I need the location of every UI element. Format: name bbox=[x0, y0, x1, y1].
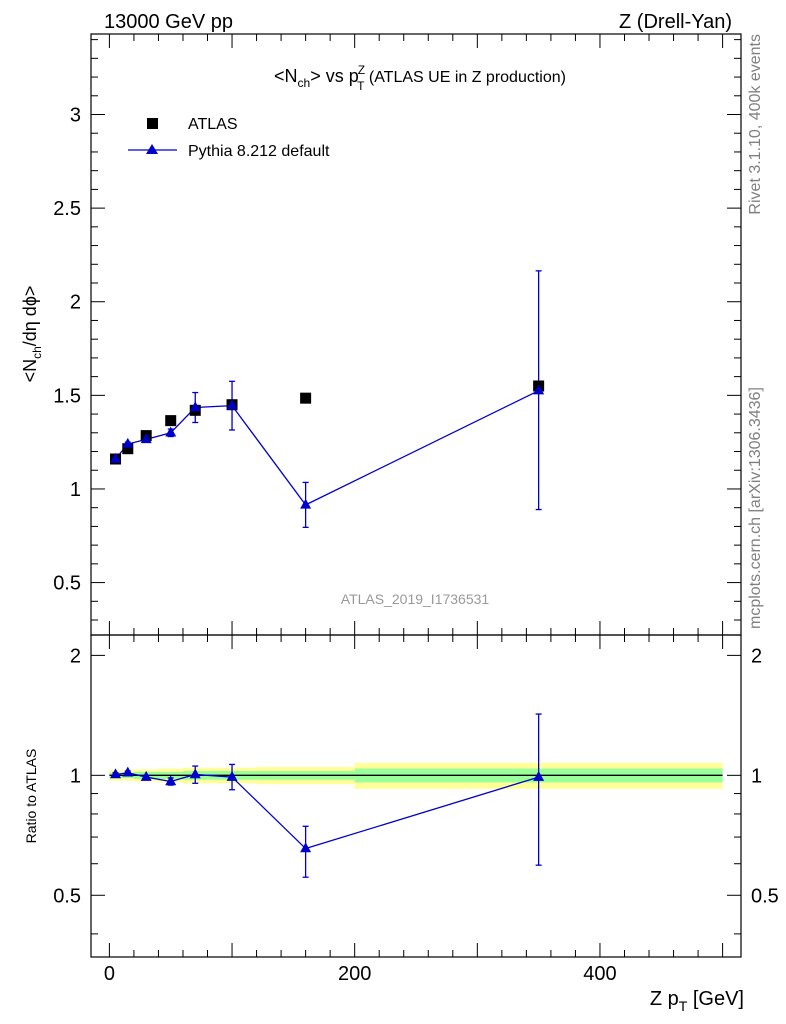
main-ytick-label: 2 bbox=[70, 292, 81, 314]
pythia-point bbox=[140, 433, 152, 444]
pythia-ratio-point bbox=[122, 766, 134, 777]
main-plot-area bbox=[110, 270, 545, 528]
header-energy: 13000 GeV pp bbox=[104, 11, 233, 33]
main-ylabel-sub: ch bbox=[30, 346, 44, 359]
pythia-point bbox=[110, 452, 122, 463]
ratio-ylabel: Ratio to ATLAS bbox=[23, 749, 39, 844]
pythia-point bbox=[300, 498, 312, 509]
rivet-label: Rivet 3.1.10, 400k events bbox=[747, 34, 764, 215]
main-ytick-label: 0.5 bbox=[53, 573, 81, 595]
title-main-end: > vs p bbox=[310, 66, 359, 86]
ratio-ytick-label: 0.5 bbox=[53, 885, 81, 907]
main-ylabel-start: <N bbox=[20, 359, 40, 383]
pythia-point bbox=[533, 384, 545, 395]
ratio-plot-area bbox=[110, 713, 545, 878]
atlas-point bbox=[300, 392, 312, 404]
pythia-ratio-point bbox=[189, 768, 201, 779]
atlas-point bbox=[122, 443, 134, 455]
ratio-ytick-label: 2 bbox=[70, 645, 81, 667]
ratio-bands bbox=[109, 762, 723, 789]
xlabel-sub: T bbox=[679, 998, 688, 1014]
atlas-point bbox=[165, 415, 177, 427]
pythia-point bbox=[189, 401, 201, 412]
legend-marker-pythia bbox=[146, 144, 158, 154]
mcplots-label: mcplots.cern.ch [arXiv:1306.3436] bbox=[747, 387, 764, 629]
main-ytick-label: 1.5 bbox=[53, 385, 81, 407]
title-main: <N bbox=[274, 66, 298, 86]
main-panel: 0.511.522.53 <Nch> vs pZ T (ATLAS UE in Z… bbox=[20, 33, 742, 636]
main-ylabel-end: /dη dϕ> bbox=[20, 286, 40, 347]
legend-marker-atlas bbox=[147, 118, 158, 129]
analysis-watermark: ATLAS_2019_I1736531 bbox=[341, 591, 490, 607]
title-main-sub: ch bbox=[298, 76, 311, 90]
legend: ATLAS Pythia 8.212 default bbox=[128, 116, 330, 160]
title-pt-sub: T bbox=[357, 79, 365, 93]
ratio-frame bbox=[90, 634, 742, 958]
xlabel-start: Z p bbox=[650, 988, 679, 1010]
pythia-ratio-point bbox=[226, 770, 238, 781]
ratio-axes: 0.5 0.5 1 1 2 2 0 200 400 bbox=[53, 635, 779, 985]
legend-label-pythia: Pythia 8.212 default bbox=[188, 143, 330, 160]
title-pt-sup: Z bbox=[358, 63, 365, 77]
plot-title: <Nch> vs pZ T (ATLAS UE in Z production) bbox=[274, 63, 566, 93]
ratio-ytick-label: 1 bbox=[70, 765, 81, 787]
pythia-ratio-point bbox=[165, 775, 177, 786]
ratio-panel: 0.5 0.5 1 1 2 2 0 200 400 Ratio to ATLAS Z pT [G… bbox=[23, 634, 779, 1014]
legend-label-atlas: ATLAS bbox=[188, 116, 238, 133]
title-paren: (ATLAS UE in Z production) bbox=[364, 69, 566, 86]
main-ytick-label: 3 bbox=[70, 105, 81, 127]
pythia-line bbox=[115, 390, 539, 506]
pythia-ratio-point bbox=[140, 770, 152, 781]
ratio-ytick-label-right: 1 bbox=[751, 765, 762, 787]
x-tick-label: 400 bbox=[583, 963, 616, 985]
x-axis-label: Z pT [GeV] bbox=[650, 988, 744, 1014]
ratio-ytick-label-right: 0.5 bbox=[751, 885, 779, 907]
header-process: Z (Drell-Yan) bbox=[619, 11, 732, 33]
pythia-ratio-point bbox=[533, 770, 545, 781]
x-tick-label: 0 bbox=[104, 963, 115, 985]
main-ylabel: <Nch/dη dϕ> bbox=[20, 286, 44, 383]
pythia-ratio-point bbox=[300, 842, 312, 853]
x-tick-label: 200 bbox=[338, 963, 371, 985]
xlabel-end: [GeV] bbox=[687, 988, 744, 1010]
pythia-point bbox=[165, 426, 177, 437]
main-ytick-label: 2.5 bbox=[53, 198, 81, 220]
pythia-point bbox=[226, 399, 238, 410]
ratio-ytick-label-right: 2 bbox=[751, 645, 762, 667]
pythia-ratio-point bbox=[110, 768, 122, 779]
pythia-point bbox=[122, 437, 134, 448]
main-ytick-label: 1 bbox=[70, 479, 81, 501]
main-axes: 0.5 1 1.5 2 2.5 3 bbox=[53, 34, 741, 635]
